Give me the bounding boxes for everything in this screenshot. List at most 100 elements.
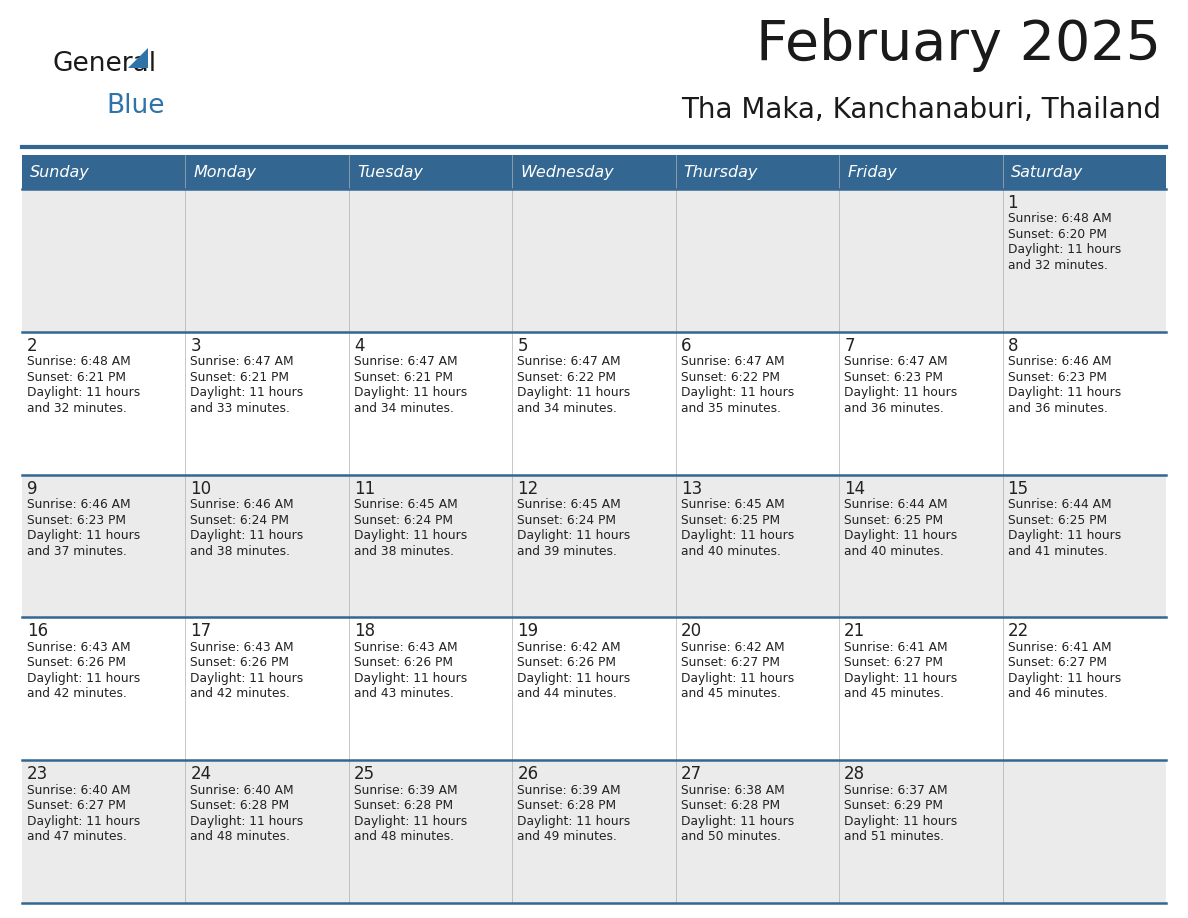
Text: 15: 15 bbox=[1007, 479, 1029, 498]
Text: 5: 5 bbox=[517, 337, 527, 354]
Text: 25: 25 bbox=[354, 766, 375, 783]
Text: Sunrise: 6:39 AM: Sunrise: 6:39 AM bbox=[354, 784, 457, 797]
Polygon shape bbox=[128, 48, 148, 68]
Text: and 46 minutes.: and 46 minutes. bbox=[1007, 688, 1107, 700]
Bar bbox=[349, 155, 512, 189]
Text: Daylight: 11 hours: Daylight: 11 hours bbox=[190, 672, 304, 685]
Text: and 51 minutes.: and 51 minutes. bbox=[845, 830, 944, 844]
Text: Sunrise: 6:46 AM: Sunrise: 6:46 AM bbox=[27, 498, 131, 511]
Text: and 40 minutes.: and 40 minutes. bbox=[845, 544, 944, 557]
Text: Sunrise: 6:46 AM: Sunrise: 6:46 AM bbox=[190, 498, 295, 511]
Text: 23: 23 bbox=[27, 766, 49, 783]
Text: 7: 7 bbox=[845, 337, 854, 354]
Text: Sunrise: 6:40 AM: Sunrise: 6:40 AM bbox=[190, 784, 295, 797]
Text: 24: 24 bbox=[190, 766, 211, 783]
Text: Sunrise: 6:45 AM: Sunrise: 6:45 AM bbox=[681, 498, 784, 511]
Text: Sunset: 6:25 PM: Sunset: 6:25 PM bbox=[1007, 513, 1107, 527]
Text: 17: 17 bbox=[190, 622, 211, 641]
Text: General: General bbox=[52, 51, 156, 77]
Text: Daylight: 11 hours: Daylight: 11 hours bbox=[517, 529, 631, 543]
Text: 20: 20 bbox=[681, 622, 702, 641]
Text: Daylight: 11 hours: Daylight: 11 hours bbox=[27, 672, 140, 685]
Text: Daylight: 11 hours: Daylight: 11 hours bbox=[517, 814, 631, 828]
Text: and 45 minutes.: and 45 minutes. bbox=[681, 688, 781, 700]
Text: 9: 9 bbox=[27, 479, 38, 498]
Text: 1: 1 bbox=[1007, 194, 1018, 212]
Text: Sunrise: 6:48 AM: Sunrise: 6:48 AM bbox=[27, 355, 131, 368]
Text: Daylight: 11 hours: Daylight: 11 hours bbox=[354, 529, 467, 543]
Text: Sunrise: 6:48 AM: Sunrise: 6:48 AM bbox=[1007, 212, 1111, 226]
Text: 14: 14 bbox=[845, 479, 865, 498]
Text: Sunrise: 6:39 AM: Sunrise: 6:39 AM bbox=[517, 784, 621, 797]
Text: 18: 18 bbox=[354, 622, 375, 641]
Text: Daylight: 11 hours: Daylight: 11 hours bbox=[354, 672, 467, 685]
Text: Sunset: 6:24 PM: Sunset: 6:24 PM bbox=[354, 513, 453, 527]
Text: Daylight: 11 hours: Daylight: 11 hours bbox=[354, 386, 467, 399]
Text: Daylight: 11 hours: Daylight: 11 hours bbox=[1007, 386, 1120, 399]
Text: Daylight: 11 hours: Daylight: 11 hours bbox=[845, 814, 958, 828]
Bar bbox=[1003, 155, 1165, 189]
Bar bbox=[23, 155, 185, 189]
Text: Daylight: 11 hours: Daylight: 11 hours bbox=[517, 386, 631, 399]
Text: Sunset: 6:22 PM: Sunset: 6:22 PM bbox=[681, 371, 779, 384]
Text: Sunset: 6:29 PM: Sunset: 6:29 PM bbox=[845, 800, 943, 812]
Text: Sunrise: 6:42 AM: Sunrise: 6:42 AM bbox=[681, 641, 784, 654]
Text: Sunset: 6:28 PM: Sunset: 6:28 PM bbox=[190, 800, 290, 812]
Text: Sunrise: 6:47 AM: Sunrise: 6:47 AM bbox=[845, 355, 948, 368]
Text: Sunset: 6:27 PM: Sunset: 6:27 PM bbox=[27, 800, 126, 812]
Text: Sunrise: 6:43 AM: Sunrise: 6:43 AM bbox=[354, 641, 457, 654]
Text: Sunrise: 6:47 AM: Sunrise: 6:47 AM bbox=[190, 355, 295, 368]
Text: Sunrise: 6:40 AM: Sunrise: 6:40 AM bbox=[27, 784, 131, 797]
Text: Sunset: 6:28 PM: Sunset: 6:28 PM bbox=[354, 800, 453, 812]
Text: and 34 minutes.: and 34 minutes. bbox=[354, 402, 454, 415]
Text: Daylight: 11 hours: Daylight: 11 hours bbox=[681, 672, 794, 685]
Text: and 33 minutes.: and 33 minutes. bbox=[190, 402, 290, 415]
Text: Daylight: 11 hours: Daylight: 11 hours bbox=[1007, 243, 1120, 256]
Text: Sunrise: 6:46 AM: Sunrise: 6:46 AM bbox=[1007, 355, 1111, 368]
Text: and 42 minutes.: and 42 minutes. bbox=[190, 688, 290, 700]
Text: Daylight: 11 hours: Daylight: 11 hours bbox=[681, 386, 794, 399]
Text: Sunrise: 6:38 AM: Sunrise: 6:38 AM bbox=[681, 784, 784, 797]
Text: Sunset: 6:25 PM: Sunset: 6:25 PM bbox=[681, 513, 779, 527]
Text: Sunset: 6:28 PM: Sunset: 6:28 PM bbox=[681, 800, 779, 812]
Text: Daylight: 11 hours: Daylight: 11 hours bbox=[845, 672, 958, 685]
Text: Sunset: 6:20 PM: Sunset: 6:20 PM bbox=[1007, 228, 1106, 241]
Text: Sunset: 6:26 PM: Sunset: 6:26 PM bbox=[517, 656, 617, 669]
Text: Monday: Monday bbox=[194, 164, 257, 180]
Text: Daylight: 11 hours: Daylight: 11 hours bbox=[845, 529, 958, 543]
Text: Sunset: 6:21 PM: Sunset: 6:21 PM bbox=[354, 371, 453, 384]
Text: and 41 minutes.: and 41 minutes. bbox=[1007, 544, 1107, 557]
Text: 11: 11 bbox=[354, 479, 375, 498]
Text: Sunset: 6:27 PM: Sunset: 6:27 PM bbox=[1007, 656, 1106, 669]
Bar bbox=[839, 155, 1003, 189]
Text: Daylight: 11 hours: Daylight: 11 hours bbox=[1007, 672, 1120, 685]
Text: and 45 minutes.: and 45 minutes. bbox=[845, 688, 944, 700]
Text: 27: 27 bbox=[681, 766, 702, 783]
Text: and 48 minutes.: and 48 minutes. bbox=[190, 830, 290, 844]
Text: Sunrise: 6:47 AM: Sunrise: 6:47 AM bbox=[517, 355, 621, 368]
Text: 4: 4 bbox=[354, 337, 365, 354]
Text: 22: 22 bbox=[1007, 622, 1029, 641]
Text: Sunday: Sunday bbox=[30, 164, 90, 180]
Text: and 32 minutes.: and 32 minutes. bbox=[27, 402, 127, 415]
Text: Sunrise: 6:41 AM: Sunrise: 6:41 AM bbox=[1007, 641, 1111, 654]
Text: and 38 minutes.: and 38 minutes. bbox=[190, 544, 290, 557]
Text: Daylight: 11 hours: Daylight: 11 hours bbox=[354, 814, 467, 828]
Text: Sunrise: 6:44 AM: Sunrise: 6:44 AM bbox=[845, 498, 948, 511]
Text: Daylight: 11 hours: Daylight: 11 hours bbox=[1007, 529, 1120, 543]
Text: 2: 2 bbox=[27, 337, 38, 354]
Text: 21: 21 bbox=[845, 622, 865, 641]
Text: Sunset: 6:26 PM: Sunset: 6:26 PM bbox=[190, 656, 290, 669]
Text: 8: 8 bbox=[1007, 337, 1018, 354]
Text: Friday: Friday bbox=[847, 164, 897, 180]
Text: Daylight: 11 hours: Daylight: 11 hours bbox=[517, 672, 631, 685]
Text: Sunrise: 6:44 AM: Sunrise: 6:44 AM bbox=[1007, 498, 1111, 511]
Text: Sunrise: 6:47 AM: Sunrise: 6:47 AM bbox=[681, 355, 784, 368]
Text: Sunrise: 6:45 AM: Sunrise: 6:45 AM bbox=[354, 498, 457, 511]
Text: Sunset: 6:24 PM: Sunset: 6:24 PM bbox=[190, 513, 290, 527]
Text: Daylight: 11 hours: Daylight: 11 hours bbox=[190, 529, 304, 543]
Text: Sunset: 6:21 PM: Sunset: 6:21 PM bbox=[190, 371, 290, 384]
Text: Sunset: 6:26 PM: Sunset: 6:26 PM bbox=[354, 656, 453, 669]
Text: Thursday: Thursday bbox=[684, 164, 758, 180]
Text: Sunset: 6:22 PM: Sunset: 6:22 PM bbox=[517, 371, 617, 384]
